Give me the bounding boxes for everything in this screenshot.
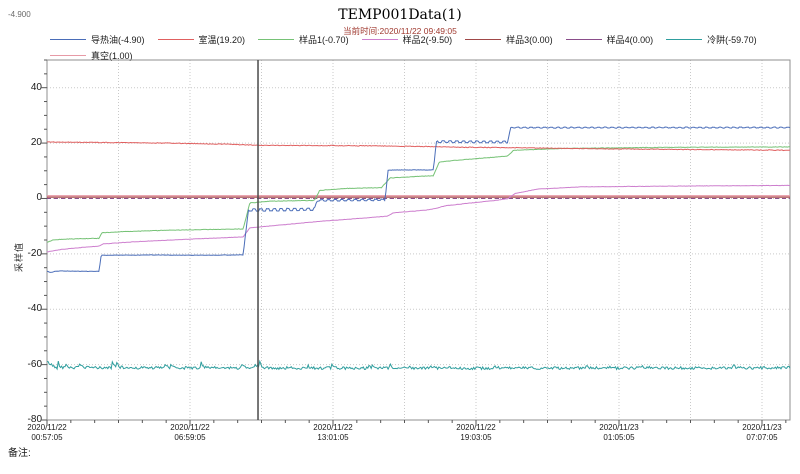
x-tick-time: 01:05:05	[603, 433, 635, 443]
x-tick-date: 2020/11/22	[313, 423, 353, 432]
legend-item-label: 样品1(-0.70)	[299, 35, 349, 45]
x-tick-date: 2020/11/22	[170, 423, 210, 432]
legend-line-swatch	[465, 39, 502, 40]
x-tick-time: 13:01:05	[317, 433, 349, 443]
legend-item: 样品4(0.00)	[565, 33, 654, 46]
plot-border	[46, 59, 791, 421]
legend-line-swatch	[50, 55, 86, 56]
x-tick-label: 2020/11/22 00:57:05	[2, 423, 92, 444]
x-tick-date: 2020/11/22	[456, 423, 496, 432]
note-label: 备注:	[8, 448, 31, 459]
x-tick-time: 19:03:05	[460, 433, 492, 443]
legend-line-swatch	[666, 39, 703, 40]
y-tick-label: -40	[27, 303, 42, 315]
current-time-label: 当前时间:2020/11/22 09:49:05	[343, 26, 457, 36]
x-tick-time: 07:07:05	[746, 433, 778, 443]
legend-item: 样品1(-0.70)	[258, 33, 349, 46]
legend-item-label: 样品2(-9.50)	[402, 35, 453, 45]
legend-item: 室温(19.20)	[157, 33, 246, 46]
series-line-1	[46, 126, 791, 273]
x-tick-date: 2020/11/23	[742, 423, 782, 432]
legend-item: 冷阱(-59.70)	[666, 33, 757, 46]
legend-item-label: 样品3(0.00)	[506, 35, 553, 45]
y-tick-label: -60	[27, 358, 42, 370]
chart-legend: 导热油(-4.90) 室温(19.20) 样品1(-0.70) 样品2(-9.50) 样…	[50, 33, 798, 62]
series-line-7	[47, 359, 791, 371]
legend-item-label: 样品4(0.00)	[606, 35, 654, 45]
x-tick-time: 00:57:05	[31, 433, 63, 443]
legend-line-swatch	[258, 39, 295, 40]
cursor-value-readout: -4.900	[8, 10, 31, 19]
x-tick-label: 2020/11/23 01:05:05	[574, 423, 664, 444]
x-tick-label: 2020/11/22 19:03:05	[431, 423, 521, 444]
x-tick-date: 2020/11/23	[599, 423, 639, 432]
y-tick-label: 0	[36, 192, 42, 204]
legend-line-swatch	[157, 39, 194, 40]
y-tick-label: 40	[30, 81, 42, 93]
legend-line-swatch	[565, 39, 602, 40]
y-tick-label: -80	[27, 414, 42, 425]
y-tick-label: -20	[27, 247, 42, 259]
series-line-3	[46, 146, 790, 243]
x-tick-date: 2020/11/22	[27, 423, 67, 432]
legend-line-swatch	[50, 39, 86, 40]
legend-item-label: 导热油(-4.90)	[91, 35, 145, 45]
x-tick-time: 06:59:05	[174, 433, 206, 443]
series-line-4	[47, 184, 790, 253]
legend-item: 导热油(-4.90)	[50, 33, 145, 46]
x-tick-label: 2020/11/22 13:01:05	[288, 423, 378, 444]
page-title: TEMP001Data(1)	[338, 7, 462, 23]
y-tick-label: 20	[30, 137, 42, 149]
x-tick-label: 2020/11/22 06:59:05	[145, 423, 235, 444]
legend-item: 样品3(0.00)	[465, 33, 553, 46]
legend-item: 真空(1.00)	[50, 49, 133, 62]
legend-item-label: 室温(19.20)	[198, 35, 246, 45]
series-line-2	[46, 141, 791, 152]
legend-line-swatch	[361, 39, 398, 40]
legend-item: 样品2(-9.50)	[361, 33, 453, 46]
legend-item-label: 真空(1.00)	[91, 51, 133, 61]
legend-item-label: 冷阱(-59.70)	[707, 35, 757, 45]
x-tick-label: 2020/11/23 07:07:05	[717, 423, 800, 444]
